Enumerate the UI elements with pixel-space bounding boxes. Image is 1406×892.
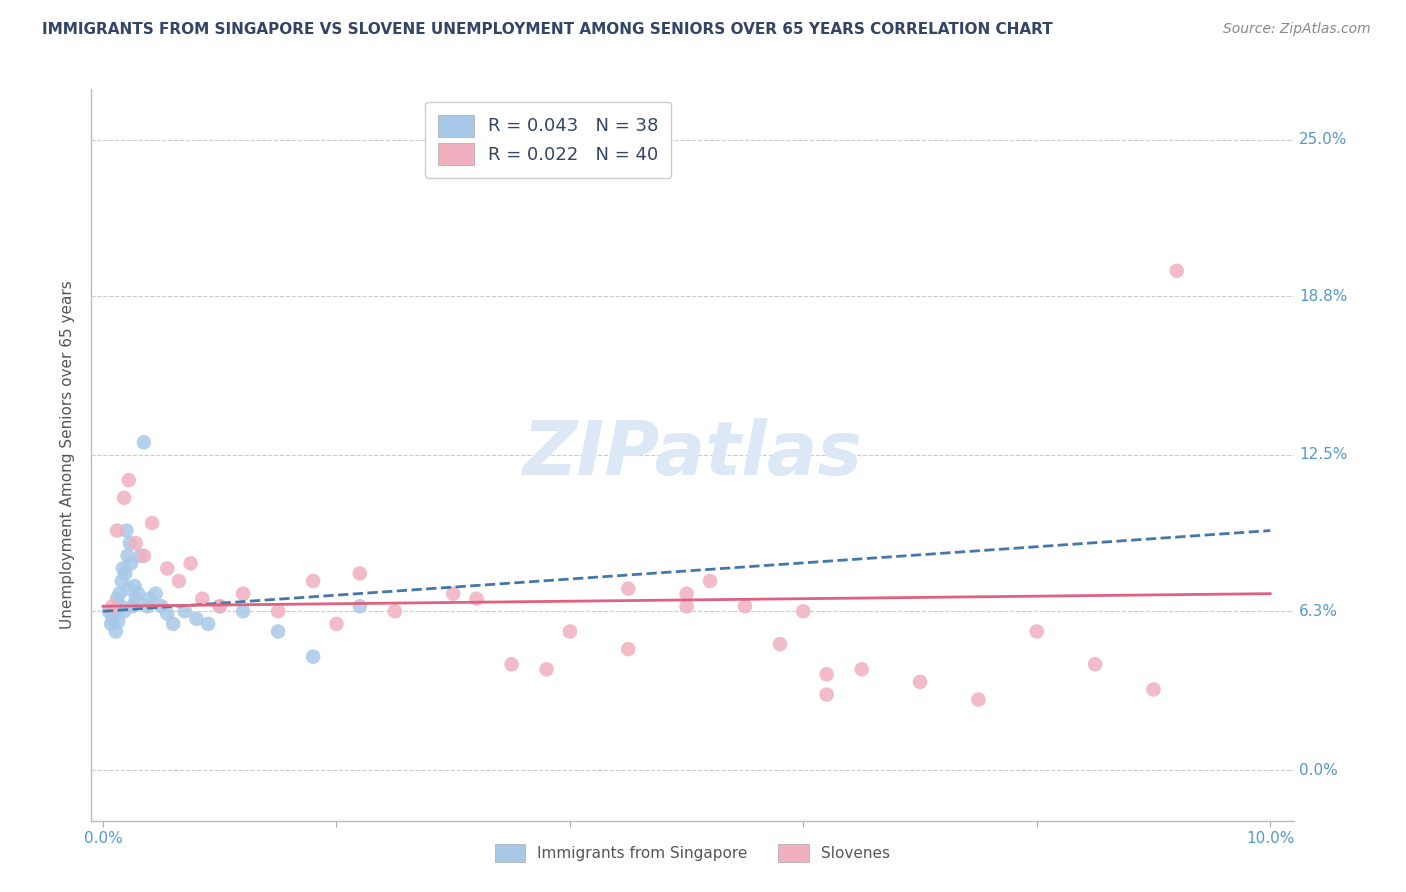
Point — [136, 599, 159, 614]
Point — [120, 557, 142, 571]
Legend: Immigrants from Singapore, Slovenes: Immigrants from Singapore, Slovenes — [489, 838, 896, 868]
Text: 25.0%: 25.0% — [1299, 132, 1348, 147]
Point — [1084, 657, 1107, 672]
Text: 0.0%: 0.0% — [1299, 763, 1339, 778]
Point — [349, 566, 371, 581]
Point — [156, 607, 179, 621]
Point — [129, 549, 152, 563]
Text: 6.3%: 6.3% — [1299, 604, 1339, 619]
Point — [100, 616, 122, 631]
Text: IMMIGRANTS FROM SINGAPORE VS SLOVENE UNEMPLOYMENT AMONG SENIORS OVER 65 YEARS CO: IMMIGRANTS FROM SINGAPORE VS SLOVENE UNE… — [42, 22, 1053, 37]
Point — [110, 599, 132, 614]
Point — [1142, 682, 1164, 697]
Point — [267, 604, 290, 618]
Point — [675, 599, 697, 614]
Point — [127, 587, 149, 601]
Point — [232, 587, 254, 601]
Point — [112, 491, 135, 505]
Point — [118, 582, 141, 596]
Point — [107, 615, 129, 629]
Point — [121, 599, 143, 614]
Point — [118, 473, 141, 487]
Point — [125, 536, 148, 550]
Point — [141, 516, 163, 530]
Text: 12.5%: 12.5% — [1299, 448, 1348, 462]
Point — [173, 604, 195, 618]
Point — [114, 566, 136, 581]
Point — [536, 662, 558, 676]
Y-axis label: Unemployment Among Seniors over 65 years: Unemployment Among Seniors over 65 years — [60, 281, 76, 629]
Point — [208, 599, 231, 614]
Point — [101, 599, 124, 614]
Text: 18.8%: 18.8% — [1299, 288, 1348, 303]
Point — [156, 561, 179, 575]
Point — [851, 662, 873, 676]
Text: Source: ZipAtlas.com: Source: ZipAtlas.com — [1223, 22, 1371, 37]
Point — [232, 604, 254, 618]
Point — [115, 524, 138, 538]
Point — [145, 587, 167, 601]
Point — [441, 587, 464, 601]
Point — [734, 599, 756, 614]
Point — [558, 624, 581, 639]
Point — [117, 549, 139, 563]
Point — [132, 435, 155, 450]
Point — [501, 657, 523, 672]
Point — [97, 604, 120, 618]
Point — [617, 582, 640, 596]
Point — [349, 599, 371, 614]
Point — [208, 599, 231, 614]
Text: ZIPatlas: ZIPatlas — [523, 418, 862, 491]
Point — [908, 674, 931, 689]
Point — [180, 557, 202, 571]
Point — [267, 624, 290, 639]
Point — [101, 612, 124, 626]
Point — [104, 607, 127, 621]
Point — [302, 649, 325, 664]
Point — [186, 612, 208, 626]
Point — [105, 524, 128, 538]
Point — [325, 616, 347, 631]
Point — [105, 591, 128, 606]
Point — [150, 599, 173, 614]
Point — [815, 667, 838, 681]
Point — [675, 587, 697, 601]
Point — [104, 624, 127, 639]
Point — [1025, 624, 1047, 639]
Point — [1166, 264, 1188, 278]
Point — [132, 549, 155, 563]
Point — [197, 616, 219, 631]
Point — [125, 591, 148, 606]
Point — [139, 591, 162, 606]
Point — [815, 688, 838, 702]
Point — [792, 604, 814, 618]
Point — [108, 587, 131, 601]
Point — [967, 692, 990, 706]
Point — [112, 604, 135, 618]
Point — [384, 604, 406, 618]
Point — [167, 574, 190, 588]
Point — [191, 591, 214, 606]
Point — [124, 579, 146, 593]
Point — [699, 574, 721, 588]
Point — [111, 574, 134, 588]
Point — [111, 561, 134, 575]
Point — [769, 637, 792, 651]
Point — [118, 536, 141, 550]
Point — [162, 616, 184, 631]
Point — [465, 591, 488, 606]
Point — [302, 574, 325, 588]
Point — [617, 642, 640, 657]
